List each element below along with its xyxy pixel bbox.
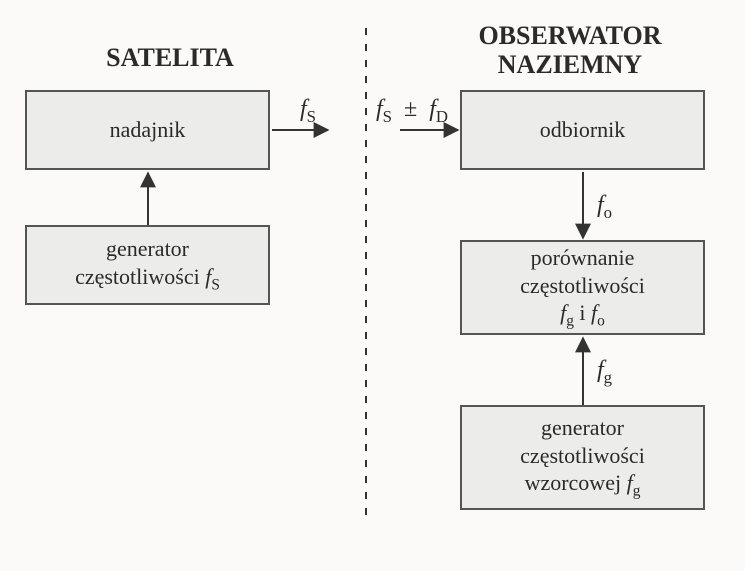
box-generator-satellite: generator częstotliwości fS	[25, 225, 270, 305]
compare-l1: porównanie	[531, 245, 635, 270]
box-compare: porównanie częstotliwości fg i fo	[460, 240, 705, 335]
heading-observer-l2: NAZIEMNY	[498, 50, 642, 79]
label-fS-pm-fD: fS ± fD	[376, 96, 448, 127]
box-transmitter: nadajnik	[25, 90, 270, 170]
heading-satellite: SATELITA	[60, 44, 280, 73]
box-generator-ground: generator częstotliwości wzorcowej fg	[460, 405, 705, 510]
gen-ground-l3: wzorcowej	[525, 470, 627, 495]
label-fS-out: fS	[300, 96, 316, 127]
compare-l2: częstotliwości	[520, 273, 645, 298]
gen-sat-l2: częstotliwości	[75, 264, 205, 289]
sym-fo-sub-inbox: o	[597, 313, 605, 330]
sym-i: i	[574, 300, 591, 325]
label-fg: fg	[597, 357, 612, 388]
box-receiver: odbiornik	[460, 90, 705, 170]
heading-observer-l1: OBSERWATOR	[478, 21, 661, 50]
heading-observer: OBSERWATOR NAZIEMNY	[440, 22, 700, 79]
sym-fg-sub-inbox: g	[566, 313, 574, 330]
sym-fS-sub-inbox: S	[211, 276, 220, 293]
label-fo: fo	[597, 192, 612, 223]
gen-sat-l1: generator	[106, 236, 189, 261]
gen-ground-l2: częstotliwości	[520, 443, 645, 468]
gen-ground-l1: generator	[541, 415, 624, 440]
sym-fg-sub-inbox2: g	[633, 483, 641, 500]
